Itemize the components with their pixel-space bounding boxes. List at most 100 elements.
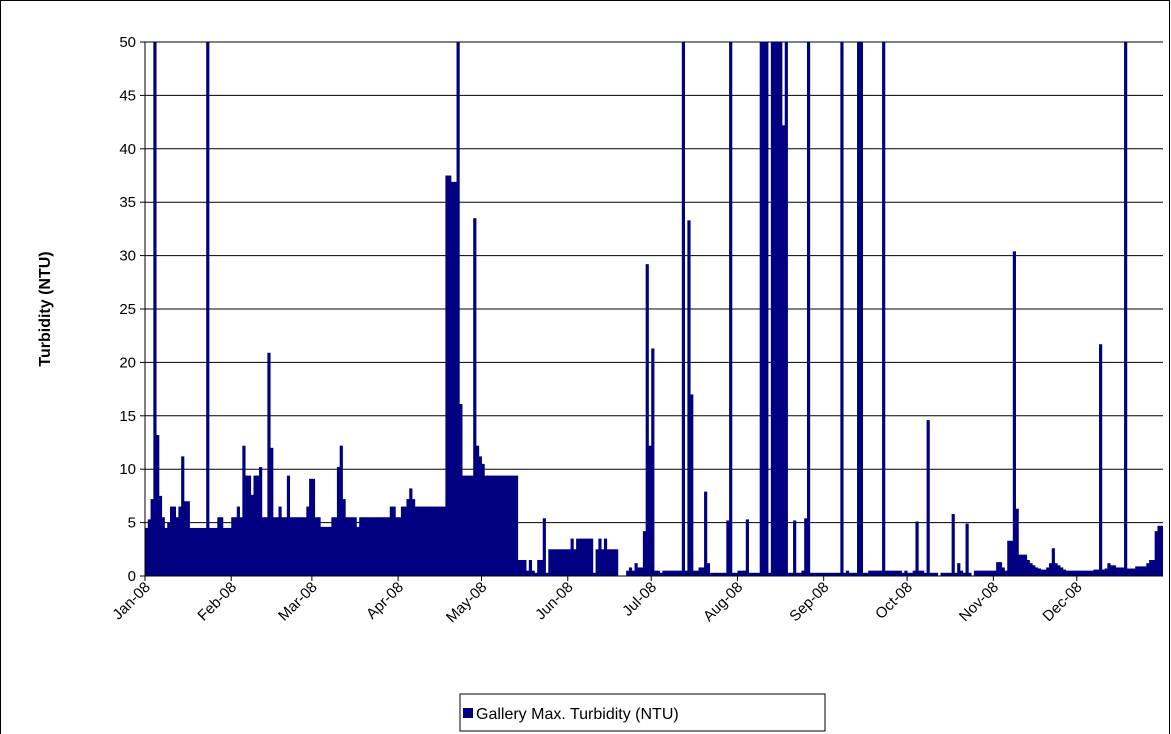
bar bbox=[1054, 563, 1058, 576]
bar bbox=[884, 570, 889, 576]
bar bbox=[578, 538, 583, 576]
bar bbox=[161, 517, 165, 576]
bar bbox=[311, 478, 316, 576]
bar bbox=[1048, 563, 1053, 576]
bar bbox=[225, 527, 229, 576]
bar bbox=[943, 572, 947, 576]
bar bbox=[392, 506, 396, 576]
bar bbox=[887, 570, 891, 576]
bar bbox=[431, 506, 435, 576]
bar bbox=[425, 506, 430, 576]
bar bbox=[979, 570, 983, 576]
y-tick-label: 45 bbox=[119, 87, 136, 104]
bar bbox=[1057, 565, 1061, 576]
bar bbox=[996, 562, 1000, 576]
y-tick-label: 5 bbox=[128, 515, 136, 532]
bar bbox=[295, 517, 299, 576]
bar bbox=[745, 519, 749, 576]
bar bbox=[918, 570, 922, 576]
bar bbox=[259, 467, 263, 576]
bar bbox=[236, 506, 240, 576]
bar bbox=[1101, 569, 1105, 576]
bar bbox=[598, 538, 602, 576]
bar bbox=[909, 572, 914, 576]
bar bbox=[1060, 567, 1064, 576]
bar bbox=[459, 404, 463, 576]
bar bbox=[370, 517, 374, 576]
y-axis-title: Turbidity (NTU) bbox=[37, 251, 54, 366]
bar bbox=[1001, 567, 1005, 576]
bar bbox=[895, 570, 900, 576]
bar bbox=[208, 527, 213, 576]
bar bbox=[250, 494, 254, 576]
bar bbox=[1076, 570, 1080, 576]
bar bbox=[648, 445, 652, 576]
bar bbox=[907, 572, 911, 576]
bar bbox=[234, 517, 238, 576]
bar bbox=[631, 570, 635, 576]
bar bbox=[1040, 569, 1044, 576]
bar bbox=[1126, 568, 1131, 576]
bar bbox=[356, 526, 360, 576]
bar bbox=[923, 572, 927, 576]
bar bbox=[704, 491, 708, 576]
bar bbox=[567, 549, 571, 576]
bar bbox=[770, 42, 775, 576]
bar bbox=[520, 559, 524, 576]
bar bbox=[1154, 531, 1158, 576]
bar bbox=[634, 563, 638, 576]
bar bbox=[278, 506, 282, 576]
bar bbox=[553, 549, 558, 576]
bar bbox=[448, 175, 452, 576]
bars bbox=[145, 42, 1163, 576]
bar bbox=[731, 572, 736, 576]
bar bbox=[556, 549, 560, 576]
bar bbox=[834, 572, 838, 576]
bar bbox=[843, 572, 847, 576]
bar bbox=[406, 499, 410, 576]
bar bbox=[1157, 525, 1161, 576]
bar bbox=[1160, 525, 1163, 576]
bar bbox=[1073, 570, 1078, 576]
bar bbox=[539, 559, 544, 576]
bar bbox=[804, 518, 808, 576]
bar bbox=[264, 517, 268, 576]
bar bbox=[389, 506, 393, 576]
bar bbox=[217, 517, 221, 576]
bar bbox=[926, 420, 930, 576]
bar bbox=[595, 549, 599, 576]
bar bbox=[645, 264, 649, 576]
bar bbox=[628, 567, 633, 576]
bar bbox=[1062, 569, 1067, 576]
bar bbox=[367, 517, 371, 576]
bar bbox=[384, 517, 388, 576]
bar bbox=[417, 506, 421, 576]
bar bbox=[734, 572, 738, 576]
bar bbox=[606, 549, 610, 576]
bar bbox=[309, 478, 313, 576]
y-tick-label: 30 bbox=[119, 248, 136, 265]
y-tick-label: 0 bbox=[128, 568, 136, 585]
bar bbox=[698, 567, 702, 576]
bar bbox=[551, 549, 555, 576]
bar bbox=[211, 527, 215, 576]
bar bbox=[765, 42, 769, 576]
bar bbox=[865, 572, 869, 576]
bar bbox=[859, 42, 864, 576]
bar bbox=[242, 445, 246, 576]
bar bbox=[651, 348, 655, 576]
bar bbox=[1021, 554, 1025, 576]
bar bbox=[573, 549, 577, 576]
bar bbox=[1151, 559, 1156, 576]
bar bbox=[929, 572, 933, 576]
bar bbox=[412, 499, 416, 576]
bar bbox=[348, 517, 352, 576]
bar bbox=[904, 570, 908, 576]
bar bbox=[1135, 566, 1139, 576]
bar bbox=[798, 572, 802, 576]
bar bbox=[181, 456, 185, 576]
bar bbox=[289, 517, 293, 576]
bar bbox=[637, 567, 641, 576]
bar bbox=[684, 570, 688, 576]
bar bbox=[464, 475, 469, 576]
